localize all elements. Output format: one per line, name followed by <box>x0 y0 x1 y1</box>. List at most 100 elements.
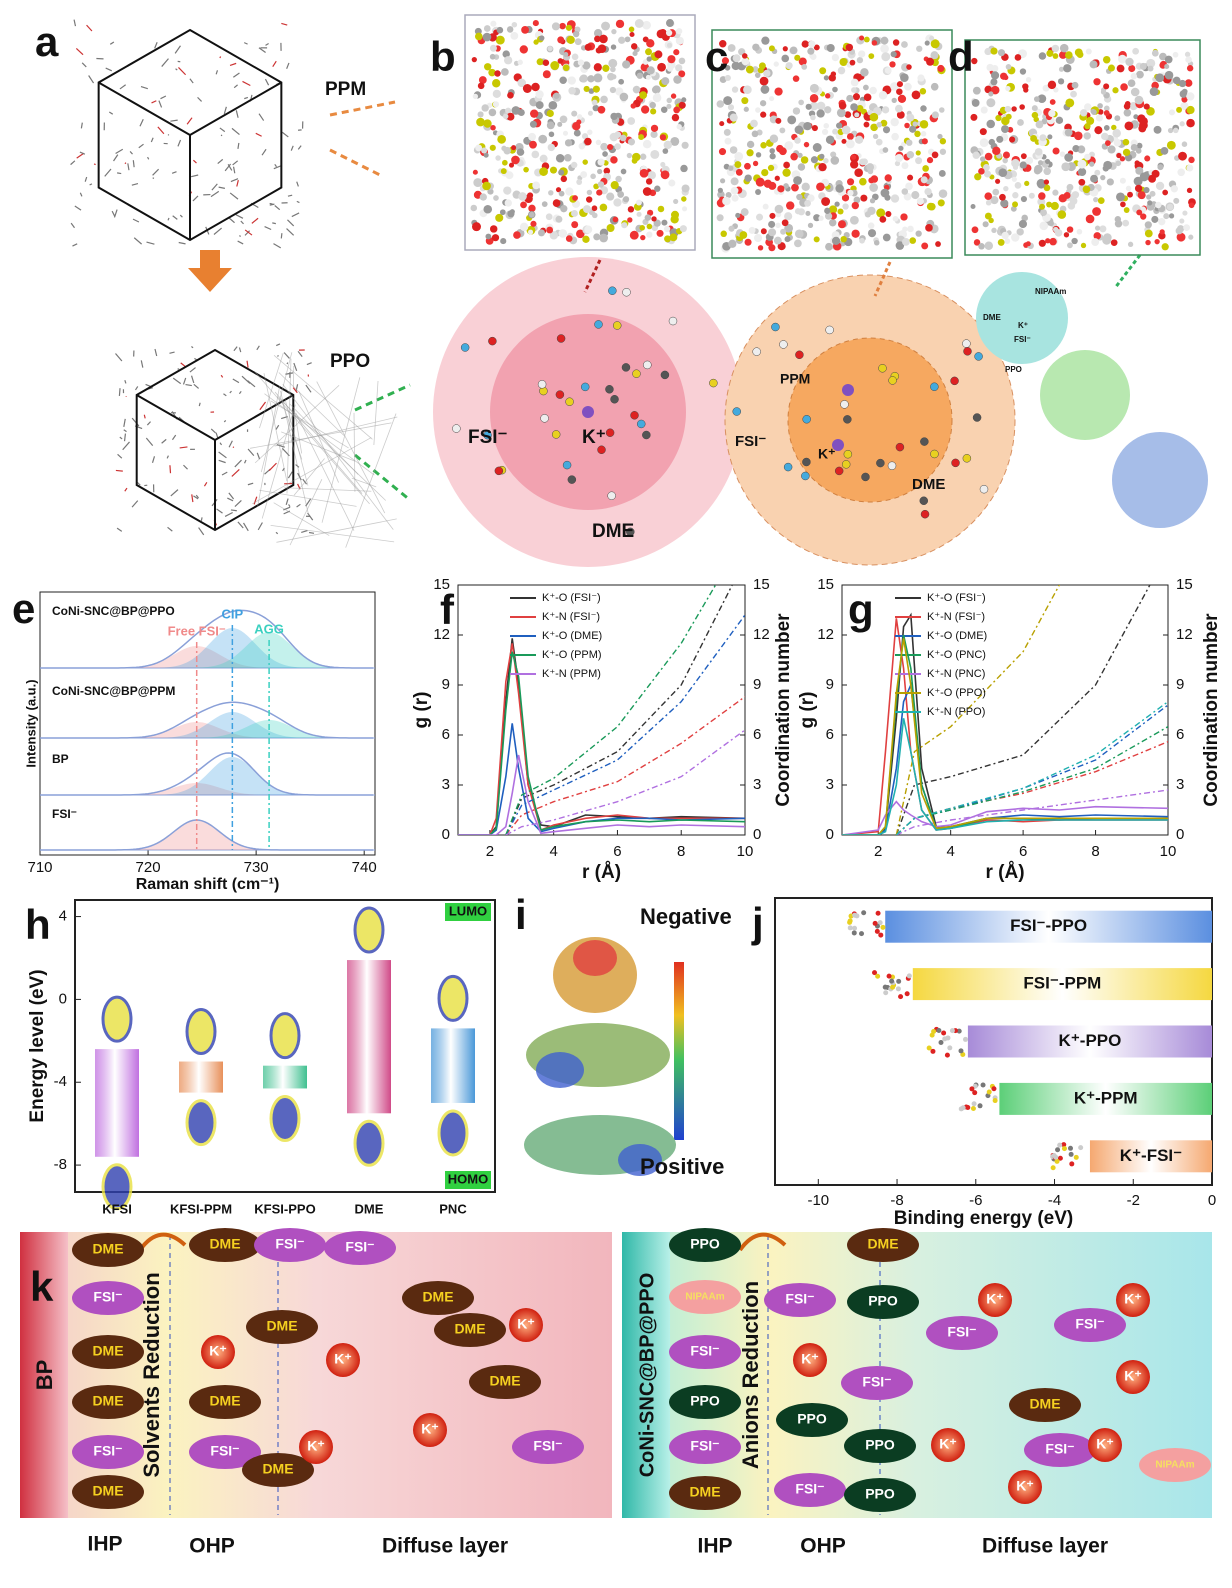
atom <box>847 925 853 931</box>
molecule-bond <box>283 352 290 359</box>
atom <box>1154 239 1160 245</box>
label: K⁺ <box>1018 321 1028 330</box>
molecule-bond <box>111 210 116 217</box>
molecule <box>189 1435 261 1469</box>
molecule-bond <box>161 58 169 67</box>
atom <box>532 20 539 27</box>
atom <box>488 336 497 346</box>
atom <box>743 106 749 112</box>
atom <box>732 54 741 63</box>
atom <box>912 121 918 127</box>
atom <box>842 203 849 210</box>
atom <box>1054 229 1063 237</box>
atom <box>1089 161 1095 167</box>
atom <box>1041 118 1048 125</box>
envelope <box>40 609 374 669</box>
atom <box>538 134 548 144</box>
y-tick-label: 15 <box>433 576 450 593</box>
simulation-box <box>464 14 696 251</box>
atom <box>801 40 809 48</box>
atom <box>517 109 525 117</box>
atom <box>1115 160 1121 167</box>
atom <box>678 101 686 109</box>
y-tick-label: 3 <box>826 776 834 793</box>
atom <box>1175 227 1183 235</box>
atom <box>1103 105 1110 112</box>
atom <box>1186 164 1194 172</box>
atom <box>602 151 608 157</box>
atom <box>540 414 549 423</box>
atom <box>739 231 748 239</box>
atom <box>990 47 998 55</box>
atom <box>896 81 903 88</box>
atom <box>542 59 550 66</box>
atom <box>1164 55 1173 64</box>
atom <box>1159 229 1165 235</box>
atom <box>892 39 900 46</box>
molecule-label: FSI⁻ <box>1075 1316 1104 1332</box>
atom <box>752 347 761 356</box>
electrode <box>622 1232 670 1518</box>
atom <box>488 108 497 117</box>
atom <box>859 35 865 41</box>
atom <box>971 57 978 65</box>
atom <box>599 203 608 212</box>
molecule <box>669 1280 741 1314</box>
atom <box>850 154 857 160</box>
atom <box>1020 153 1027 160</box>
atom <box>868 177 875 184</box>
atom <box>847 189 854 197</box>
molecule-label: K⁺ <box>1016 1478 1034 1494</box>
atom <box>627 206 635 213</box>
molecule-bond <box>108 111 114 115</box>
atom <box>1025 76 1032 83</box>
molecule-label: K⁺ <box>1096 1436 1114 1452</box>
atom <box>636 419 646 429</box>
atom <box>1059 151 1066 157</box>
molecule-bond <box>131 417 140 427</box>
atom <box>926 1045 932 1051</box>
atom <box>555 390 565 399</box>
atom <box>741 57 750 66</box>
atom <box>852 925 858 931</box>
atom <box>869 183 879 192</box>
molecule-bond <box>259 489 357 507</box>
molecule-label: DME <box>422 1289 453 1305</box>
x-tick-label: KFSI <box>102 1201 132 1216</box>
atom <box>992 1098 998 1104</box>
solvation-sphere <box>1112 432 1208 528</box>
atom <box>582 235 590 244</box>
atom <box>1094 225 1101 231</box>
atom <box>839 57 848 67</box>
atom <box>763 69 771 77</box>
molecule-bond <box>228 440 233 448</box>
atom <box>610 156 618 164</box>
molecule-bond <box>143 414 146 419</box>
molecule <box>844 1478 916 1512</box>
atom <box>789 46 798 55</box>
atom <box>1078 178 1086 186</box>
trace-label: FSI⁻ <box>52 807 77 821</box>
atom <box>1172 127 1179 134</box>
atom <box>717 187 723 193</box>
molecule-bond <box>166 455 169 459</box>
atom <box>904 82 912 91</box>
atom <box>1052 147 1060 155</box>
atom <box>1158 232 1166 240</box>
atom <box>1122 138 1130 146</box>
atom <box>769 134 779 143</box>
molecule-bond <box>147 156 150 160</box>
atom <box>1002 157 1008 164</box>
layer-label: IHP <box>87 1533 122 1556</box>
molecule-bond <box>282 402 303 460</box>
panel-letter: e <box>12 585 35 632</box>
molecule-label: DME <box>689 1484 720 1500</box>
atom <box>867 206 876 216</box>
atom <box>768 45 775 52</box>
cn-line <box>895 704 1168 835</box>
molecule-bond <box>140 86 148 90</box>
atom <box>896 110 905 119</box>
x-axis-label: Raman shift (cm⁻¹) <box>136 876 280 893</box>
molecule-bond <box>76 152 85 159</box>
plot-frame <box>74 899 496 1193</box>
